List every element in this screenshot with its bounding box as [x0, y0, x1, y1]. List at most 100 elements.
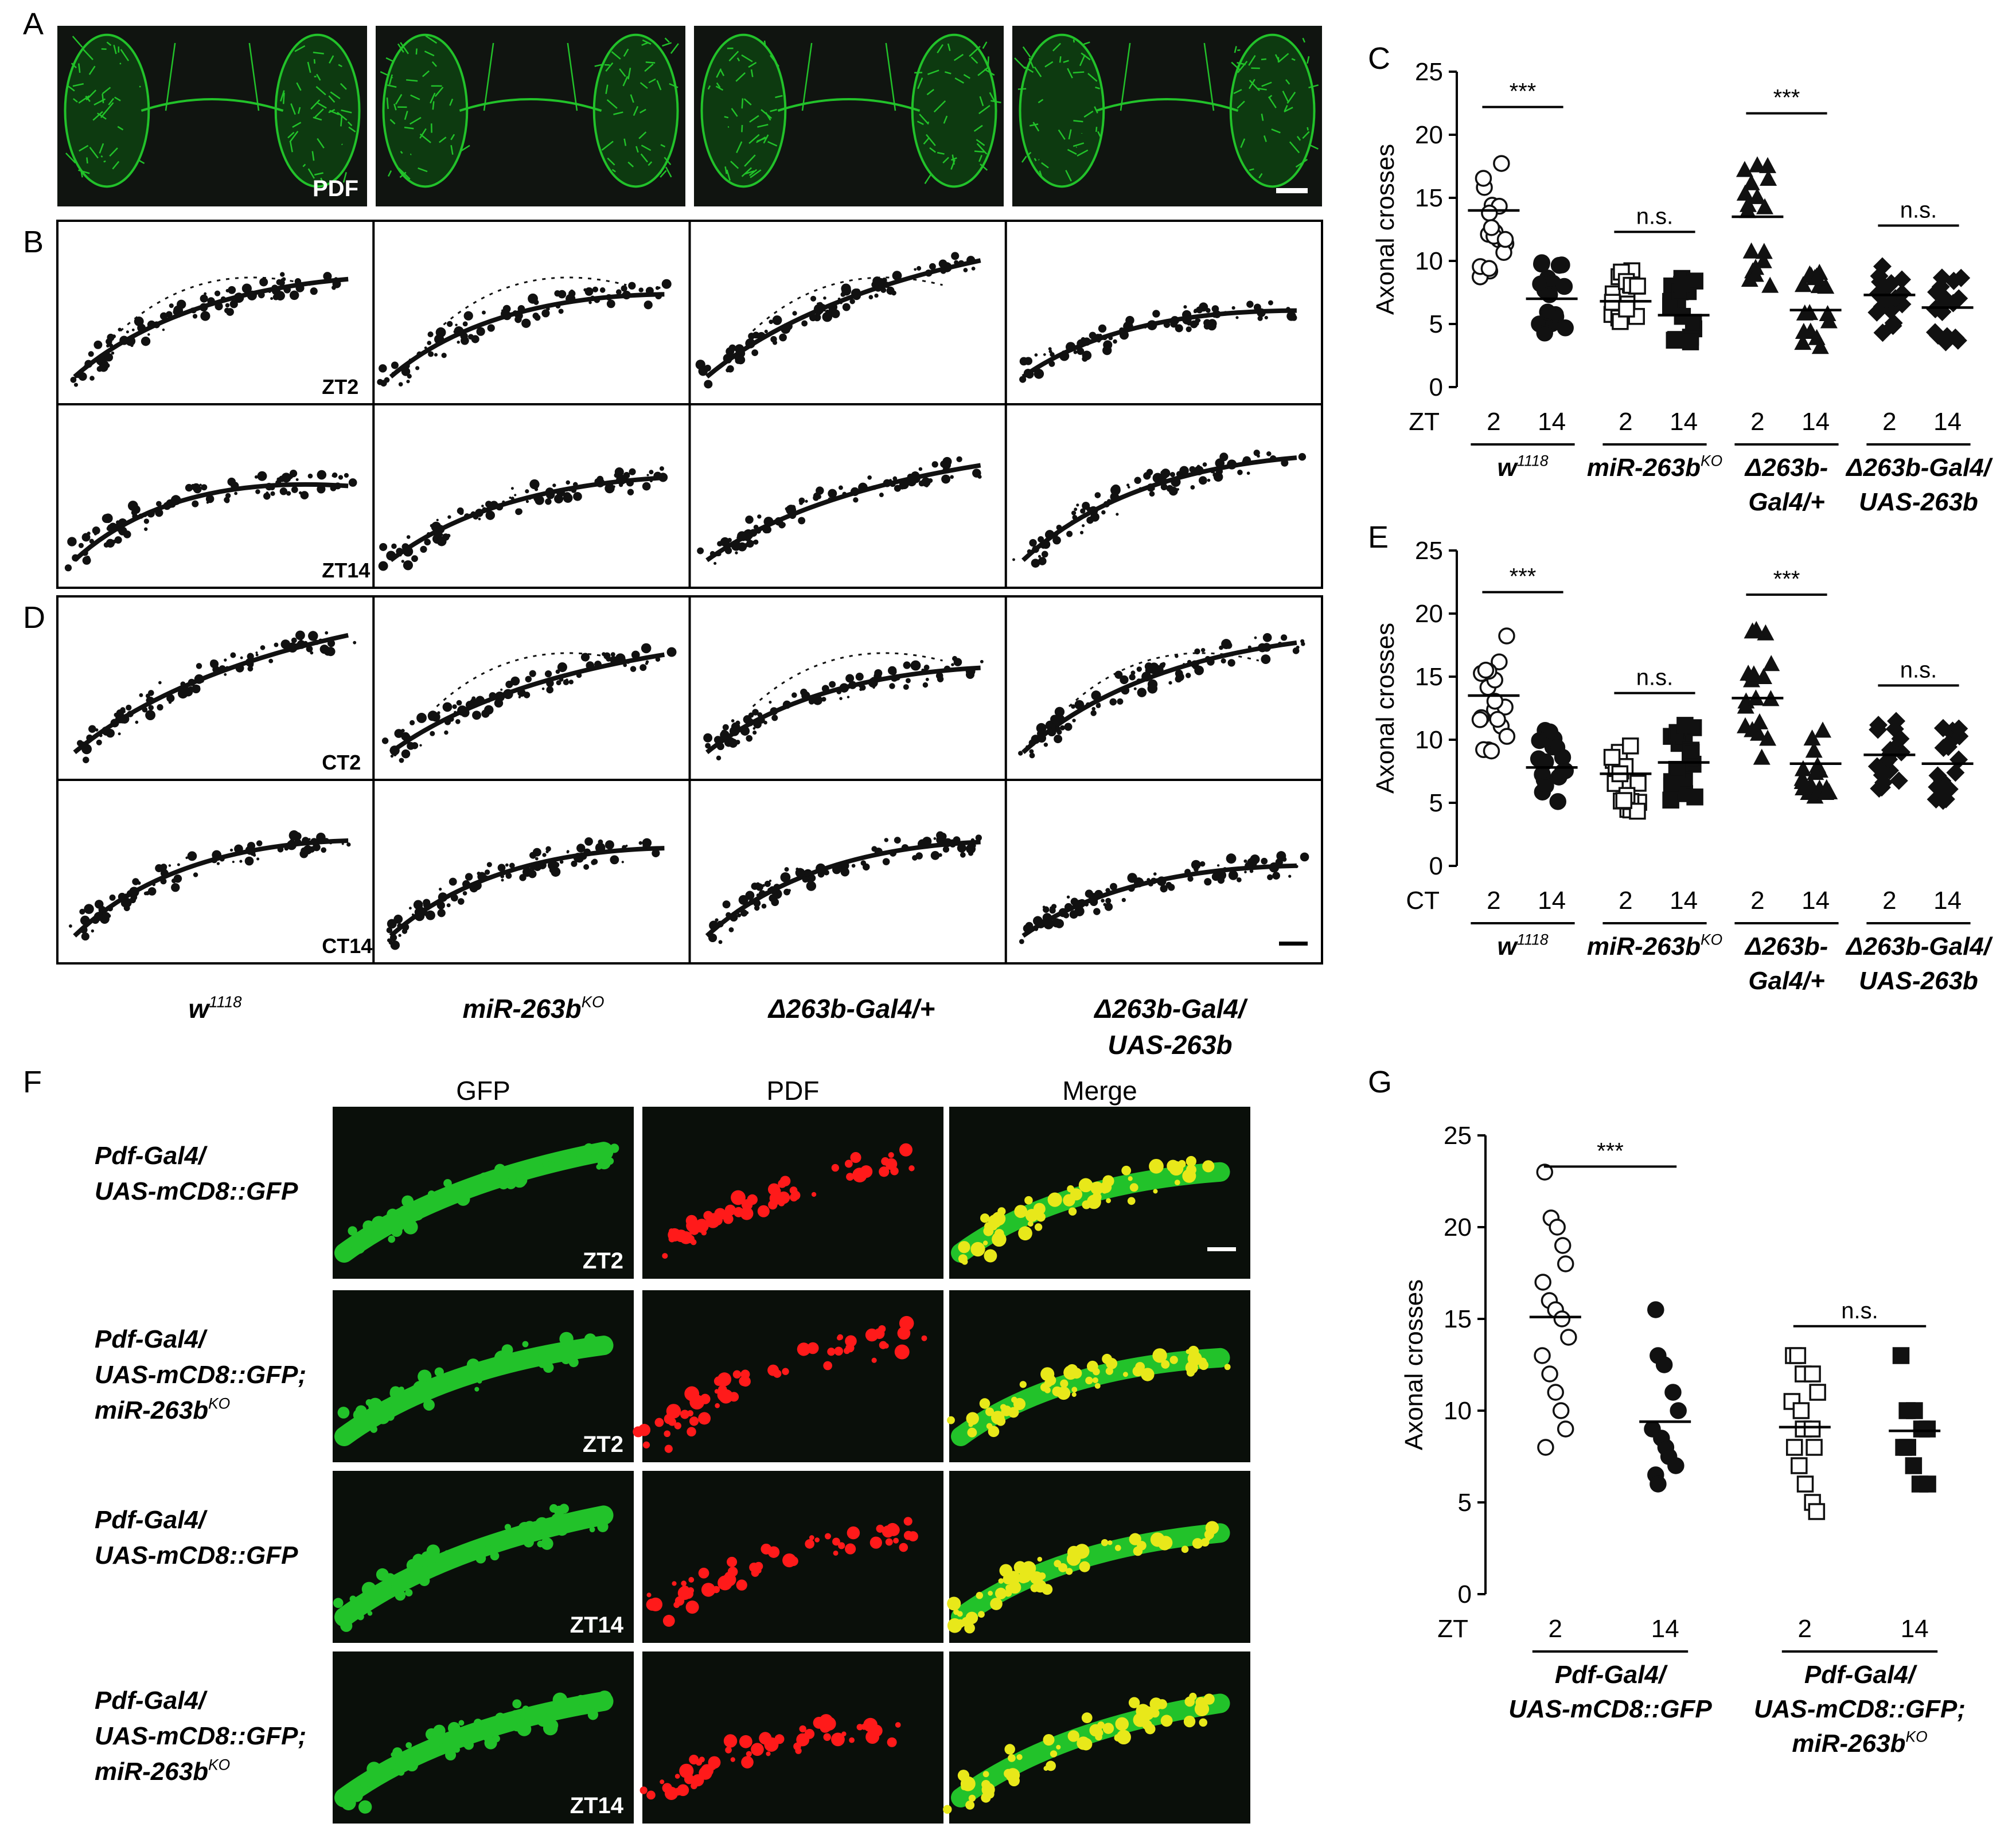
bouton	[1071, 1368, 1082, 1379]
data-point	[1477, 661, 1495, 679]
bouton	[806, 881, 817, 891]
bouton	[455, 719, 461, 724]
bouton	[456, 1192, 470, 1206]
neurite	[611, 169, 616, 173]
bouton	[988, 1426, 1000, 1438]
bouton	[566, 480, 570, 485]
bouton	[525, 676, 532, 683]
data-point	[1803, 729, 1821, 746]
bouton	[698, 1412, 711, 1425]
bouton	[599, 287, 606, 293]
bouton	[630, 666, 637, 672]
bouton	[391, 372, 395, 376]
group-label: miR-263bKO	[1587, 931, 1722, 961]
bouton	[453, 1746, 460, 1753]
x-tick-label: 14	[1933, 887, 1962, 915]
bouton	[1243, 859, 1247, 863]
neurite	[1274, 54, 1280, 61]
bouton	[933, 837, 937, 840]
bouton	[81, 932, 89, 941]
brain-image	[694, 26, 1004, 206]
data-point	[1664, 1384, 1682, 1401]
data-point	[1491, 653, 1508, 670]
optic-lobe	[1229, 33, 1316, 188]
bouton	[1184, 1696, 1195, 1707]
bouton	[546, 307, 550, 311]
bouton	[727, 1567, 738, 1577]
bouton	[773, 1187, 781, 1196]
neurite	[347, 121, 353, 127]
bouton	[580, 853, 587, 860]
arbor-image	[1019, 300, 1297, 383]
bouton	[778, 1179, 787, 1188]
bouton	[389, 934, 397, 942]
bouton	[1235, 316, 1239, 319]
data-point	[1537, 753, 1554, 771]
data-point	[1796, 304, 1814, 321]
neurite	[103, 160, 106, 163]
bouton	[817, 489, 821, 492]
bouton	[1151, 1708, 1160, 1718]
neurite	[65, 153, 76, 164]
neurite	[937, 151, 945, 155]
bouton	[72, 554, 79, 562]
neurite	[71, 63, 77, 69]
bouton	[935, 672, 943, 680]
bouton	[882, 1525, 895, 1538]
bouton	[661, 279, 672, 289]
neurite	[1271, 128, 1281, 134]
bouton	[649, 479, 653, 483]
bouton	[1202, 462, 1207, 467]
bouton	[583, 288, 587, 292]
bouton	[941, 474, 951, 484]
bouton	[67, 537, 77, 546]
bouton	[276, 279, 283, 286]
bouton	[193, 872, 198, 877]
bouton	[1114, 670, 1123, 679]
bouton	[416, 713, 427, 723]
bouton	[766, 1751, 771, 1756]
bouton	[529, 479, 540, 490]
bouton	[430, 731, 435, 736]
bouton	[399, 758, 404, 763]
bouton	[270, 297, 274, 300]
neurite	[627, 68, 631, 80]
neurite	[635, 146, 639, 153]
arbor-image	[386, 837, 665, 950]
neurite	[613, 111, 623, 115]
bouton	[642, 294, 645, 297]
bouton	[842, 303, 851, 311]
bouton	[379, 542, 388, 551]
bouton	[922, 682, 929, 688]
y-tick-label: 0	[1429, 373, 1443, 401]
bouton	[399, 1218, 405, 1224]
bouton	[970, 838, 975, 842]
data-point	[1629, 278, 1646, 295]
neurite	[385, 57, 395, 63]
bouton	[881, 1157, 890, 1166]
neurite	[660, 170, 667, 178]
neurite	[313, 116, 322, 121]
bouton	[570, 289, 574, 294]
data-point	[1686, 788, 1703, 806]
data-point	[1534, 1347, 1551, 1364]
x-tick-label: 2	[1750, 408, 1764, 436]
bouton	[778, 1200, 785, 1207]
data-point	[1471, 711, 1489, 728]
neurite	[601, 140, 614, 151]
bouton	[823, 296, 826, 300]
bouton	[849, 1737, 855, 1743]
bouton	[869, 1536, 882, 1549]
bouton	[389, 1387, 402, 1400]
bouton	[170, 495, 181, 505]
bouton	[484, 1372, 490, 1378]
bouton	[1048, 347, 1052, 351]
data-point	[1936, 790, 1955, 809]
bouton	[73, 382, 79, 387]
bouton	[1168, 486, 1178, 496]
bouton	[1155, 665, 1164, 674]
bouton	[810, 296, 816, 302]
bouton	[469, 884, 478, 893]
brain-image: PDF	[57, 26, 367, 206]
